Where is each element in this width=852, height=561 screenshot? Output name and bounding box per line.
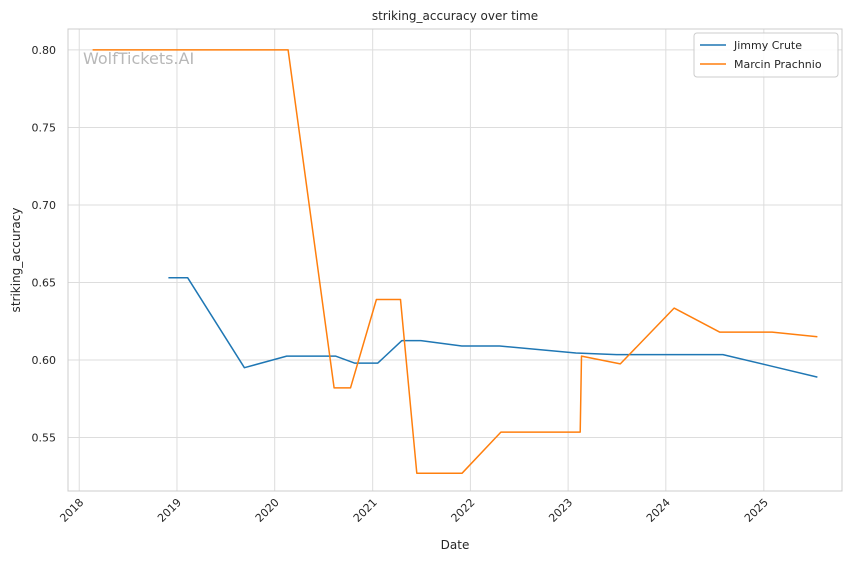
legend: Jimmy Crute Marcin Prachnio <box>693 32 839 78</box>
y-tick-label: 0.55 <box>32 432 57 445</box>
legend-box <box>693 32 839 78</box>
x-tick-labels: 2018 2019 2020 2021 2022 2023 2024 2025 <box>57 496 771 525</box>
legend-label: Marcin Prachnio <box>734 58 822 71</box>
x-tick-label: 2018 <box>57 496 86 525</box>
y-tick-label: 0.65 <box>32 276 57 289</box>
plot-frame <box>67 28 843 492</box>
watermark: WolfTickets.AI <box>83 49 194 68</box>
series-line-2 <box>92 49 818 474</box>
legend-label: Jimmy Crute <box>733 39 802 52</box>
chart-title: striking_accuracy over time <box>372 9 538 23</box>
x-tick-label: 2024 <box>644 496 673 525</box>
x-tick-label: 2021 <box>351 496 380 525</box>
y-tick-label: 0.75 <box>32 121 57 134</box>
y-tick-label: 0.70 <box>32 199 57 212</box>
x-tick-label: 2019 <box>155 496 184 525</box>
y-axis-label: striking_accuracy <box>9 208 23 313</box>
y-tick-label: 0.80 <box>32 44 57 57</box>
series-line-1 <box>168 277 818 378</box>
grid-lines <box>68 29 842 491</box>
x-tick-label: 2025 <box>742 496 771 525</box>
series-lines <box>92 49 818 474</box>
x-tick-label: 2020 <box>253 496 282 525</box>
y-tick-label: 0.60 <box>32 354 57 367</box>
y-tick-labels: 0.55 0.60 0.65 0.70 0.75 0.80 <box>32 44 57 445</box>
x-tick-label: 2023 <box>546 496 575 525</box>
x-tick-label: 2022 <box>449 496 478 525</box>
x-axis-label: Date <box>441 538 470 552</box>
